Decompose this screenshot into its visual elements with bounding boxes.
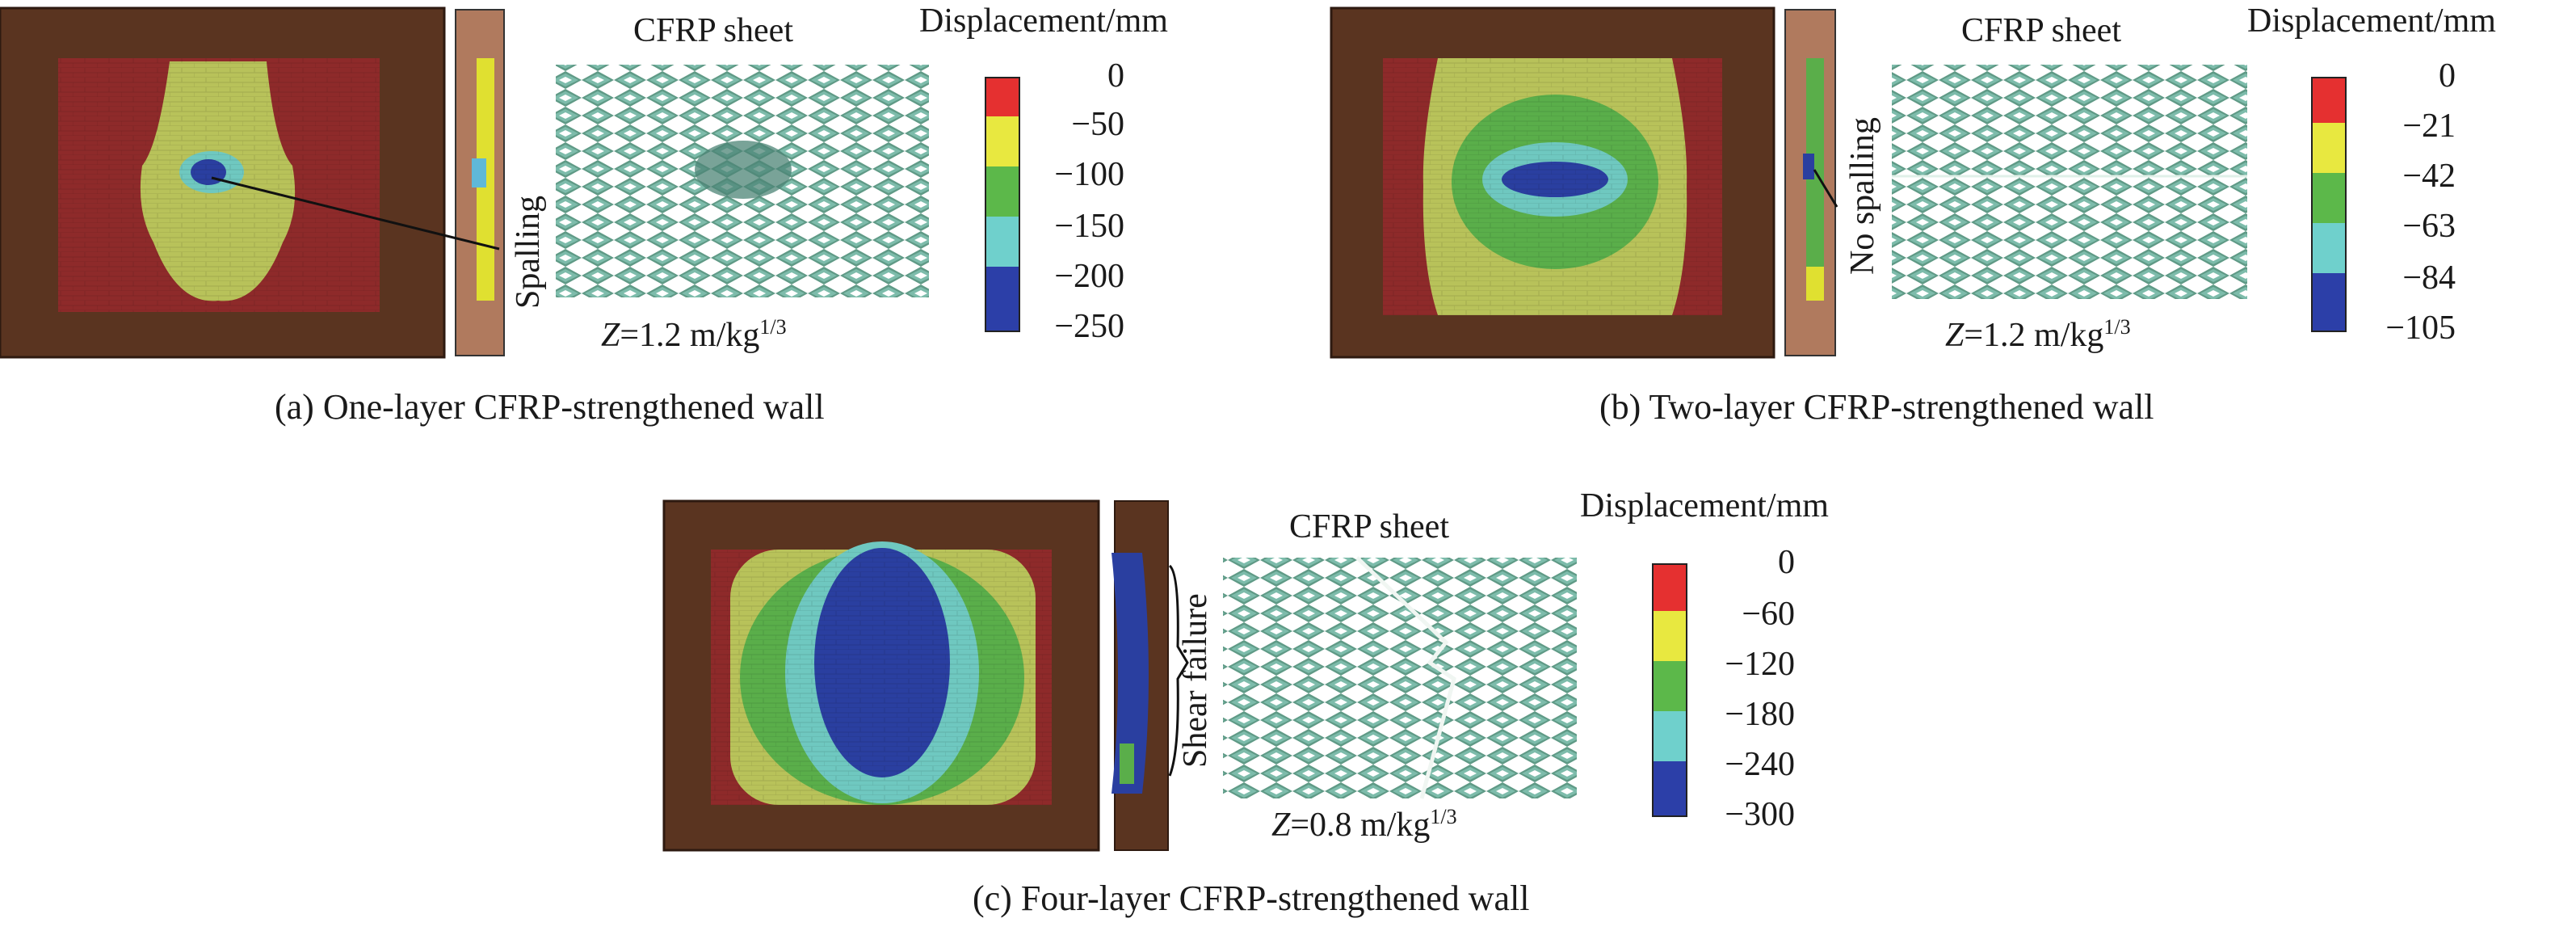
legend-title-b: Displacement/mm xyxy=(2247,2,2496,40)
tick-a-4: −200 xyxy=(1054,258,1124,295)
sheet-title-a: CFRP sheet xyxy=(633,12,793,49)
legend-bar-a xyxy=(985,77,1020,332)
tick-c-3: −180 xyxy=(1725,696,1795,733)
annotation-b: No spalling xyxy=(1844,117,1881,275)
sheet-title-c: CFRP sheet xyxy=(1289,508,1449,546)
tick-b-4: −84 xyxy=(2402,259,2456,297)
legend-bar-b xyxy=(2311,77,2347,332)
annotation-c: Shear failure xyxy=(1177,593,1214,768)
z-value-b: =1.2 m/kg xyxy=(1964,317,2104,354)
annotation-a: Spalling xyxy=(510,195,547,309)
z-symbol-a: Z xyxy=(601,317,620,354)
z-exp-c: 1/3 xyxy=(1430,805,1457,828)
tick-a-3: −150 xyxy=(1054,208,1124,245)
bracket-c xyxy=(1168,564,1189,777)
tick-a-1: −50 xyxy=(1071,106,1124,143)
tick-b-1: −21 xyxy=(2402,107,2456,145)
z-symbol-b: Z xyxy=(1945,317,1965,354)
z-symbol-c: Z xyxy=(1271,807,1291,844)
leader-line-b xyxy=(1813,169,1838,208)
cfrp-sheet-c xyxy=(1223,558,1577,798)
z-label-a: Z=1.2 m/kg1/3 xyxy=(601,315,787,355)
caption-c: (c) Four-layer CFRP-strengthened wall xyxy=(973,878,1530,918)
shear-crack-c xyxy=(1355,556,1456,799)
tick-b-5: −105 xyxy=(2385,310,2456,347)
z-label-c: Z=0.8 m/kg1/3 xyxy=(1271,805,1457,845)
tick-a-2: −100 xyxy=(1054,156,1124,193)
panel-b xyxy=(1330,6,2347,359)
wall-side-damage-b xyxy=(1806,58,1824,301)
tick-b-0: 0 xyxy=(2439,57,2456,95)
caption-b: (b) Two-layer CFRP-strengthened wall xyxy=(1599,387,2154,427)
tick-a-5: −250 xyxy=(1054,308,1124,345)
legend-title-c: Displacement/mm xyxy=(1580,487,1829,524)
caption-a: (a) One-layer CFRP-strengthened wall xyxy=(275,387,825,427)
tick-a-0: 0 xyxy=(1107,57,1124,95)
tick-b-3: −63 xyxy=(2402,208,2456,245)
leader-line-a xyxy=(211,176,500,251)
z-label-b: Z=1.2 m/kg1/3 xyxy=(1945,315,2131,355)
legend-bar-c xyxy=(1652,563,1687,817)
tick-c-2: −120 xyxy=(1725,646,1795,683)
z-exp-b: 1/3 xyxy=(2103,315,2131,339)
tick-c-0: 0 xyxy=(1778,544,1795,581)
tick-b-2: −42 xyxy=(2402,158,2456,195)
tick-c-4: −240 xyxy=(1725,746,1795,783)
panel-c xyxy=(662,499,1687,852)
z-value-c: =0.8 m/kg xyxy=(1290,807,1431,844)
tick-c-5: −300 xyxy=(1725,796,1795,833)
z-value-a: =1.2 m/kg xyxy=(620,317,760,354)
legend-title-a: Displacement/mm xyxy=(919,2,1168,40)
wall-side-damage-c xyxy=(1112,553,1149,794)
tick-c-1: −60 xyxy=(1742,596,1795,633)
sheet-damage-a xyxy=(695,141,792,199)
sheet-title-b: CFRP sheet xyxy=(1961,12,2121,49)
panel-a xyxy=(0,6,1020,359)
cfrp-sheet-b xyxy=(1892,65,2247,299)
z-exp-a: 1/3 xyxy=(759,315,787,339)
